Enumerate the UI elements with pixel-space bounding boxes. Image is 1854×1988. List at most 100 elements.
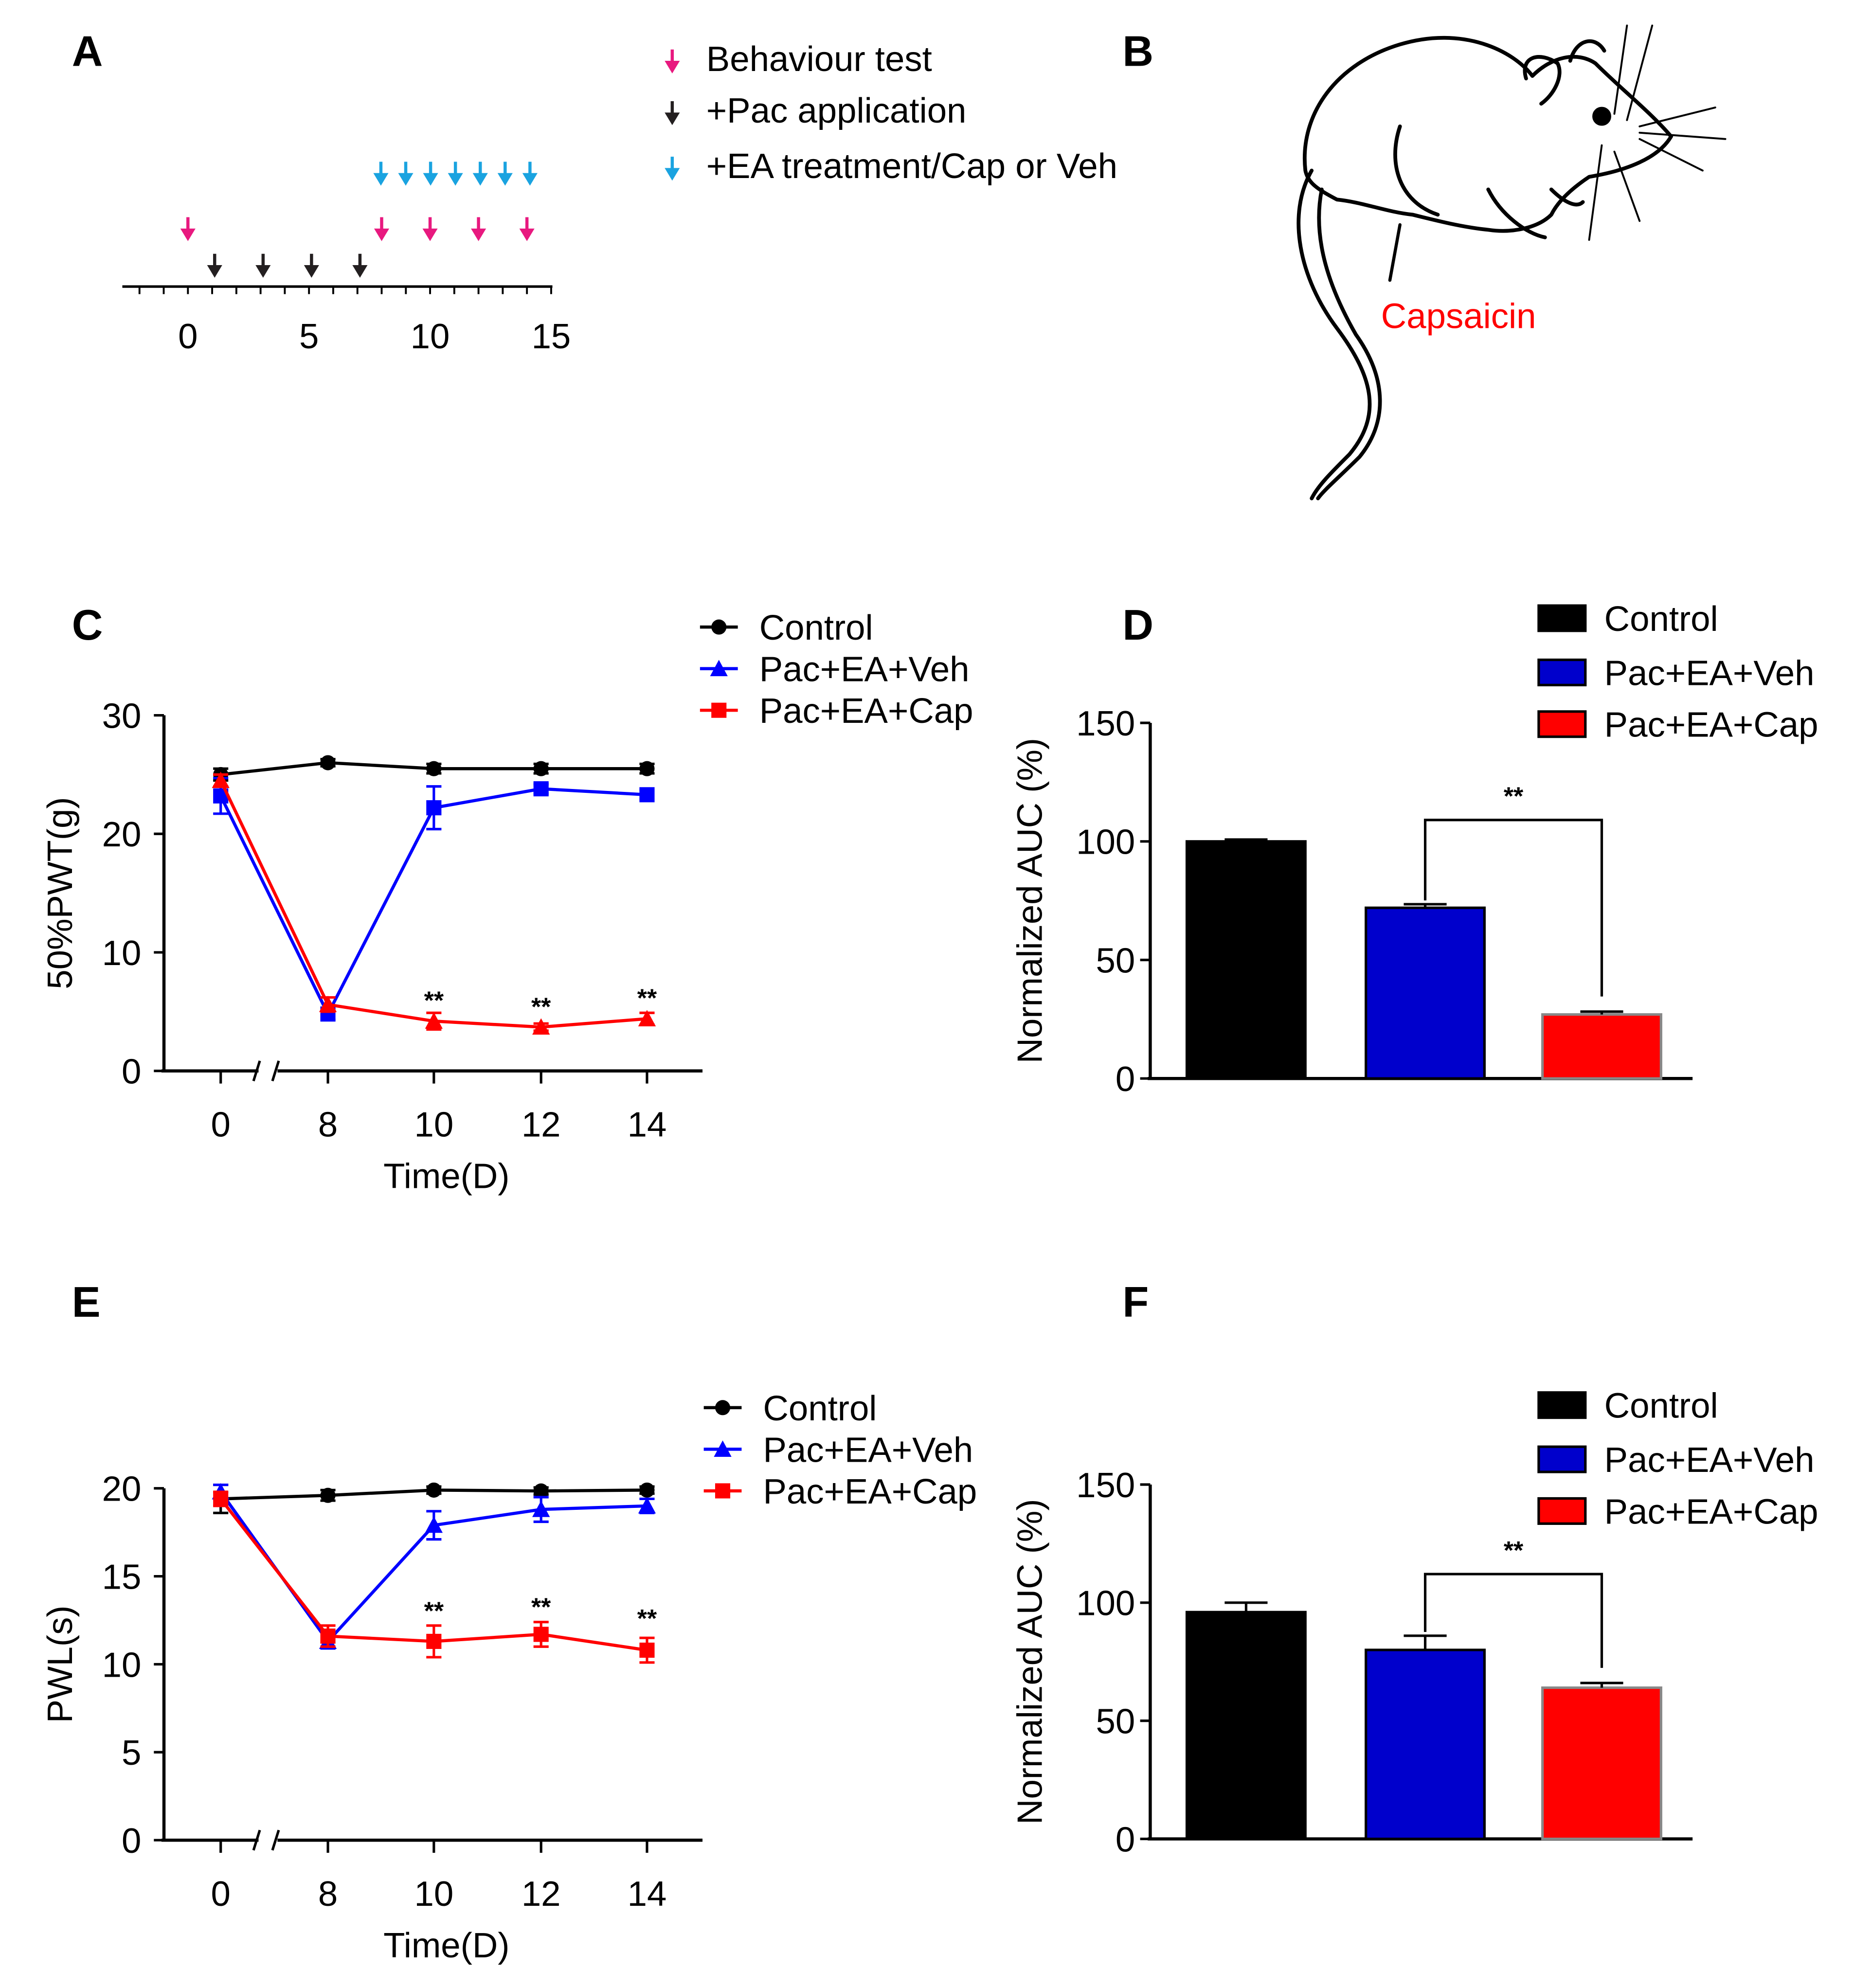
- error-bar: [1580, 1010, 1623, 1015]
- mouse-eye: [1592, 107, 1611, 126]
- arrow-head: [422, 228, 438, 241]
- arrow-head: [665, 61, 680, 73]
- y-tick-label: 150: [1076, 704, 1135, 743]
- arrow-head: [398, 173, 414, 186]
- legend-label: Pac+EA+Veh: [1604, 653, 1815, 693]
- arrow-head: [374, 228, 390, 241]
- axis-break: [271, 1060, 280, 1082]
- error-bar: [1224, 1601, 1268, 1612]
- bar-pac-ea-cap: [1541, 1013, 1662, 1080]
- capsaicin-label: Capsaicin: [1381, 297, 1536, 336]
- bar-pac-ea-cap: [1541, 1686, 1662, 1841]
- y-tick-label: 30: [102, 696, 142, 735]
- legend-label: Pac+EA+Cap: [1604, 1492, 1818, 1531]
- series-pac-ea-cap: [212, 771, 656, 1035]
- legend-marker-triangle-icon: [714, 1440, 732, 1457]
- series-control: [213, 1482, 655, 1514]
- legend-label: Pac+EA+Veh: [763, 1430, 973, 1469]
- data-point: [212, 771, 230, 788]
- legend-marker-triangle-icon: [710, 660, 728, 677]
- data-point: [639, 761, 655, 776]
- legend-label: Pac+EA+Cap: [1604, 705, 1818, 745]
- legend-arrow-icon: [665, 157, 680, 181]
- legend-marker-square-icon: [715, 1483, 731, 1499]
- y-tick-label: 10: [102, 933, 142, 973]
- data-point: [639, 1482, 655, 1498]
- significance-marker: **: [424, 1596, 444, 1625]
- injection-pointer: [1388, 223, 1402, 282]
- legend-swatch: [1537, 1497, 1587, 1525]
- arrow-head: [665, 168, 680, 181]
- bar-pac-ea-veh: [1365, 906, 1486, 1080]
- data-point: [320, 1629, 336, 1644]
- y-axis-title: Normalized AUC (%): [1010, 738, 1049, 1063]
- ea-treatment-arrow-icon: [522, 161, 538, 186]
- x-tick-label: 8: [318, 1874, 338, 1914]
- significance-bracket: [1423, 819, 1603, 997]
- legend-arrow-icon: [665, 49, 680, 73]
- error-bar: [1580, 1682, 1623, 1688]
- error-bar: [1404, 1634, 1447, 1650]
- behaviour-test-arrow-icon: [519, 217, 535, 241]
- timeline-tick-label: 15: [532, 317, 571, 356]
- arrow-head: [519, 228, 535, 241]
- x-tick-label: 14: [628, 1874, 667, 1914]
- significance-bracket: [1423, 1573, 1603, 1668]
- arrow-head: [304, 265, 319, 278]
- significance-marker: **: [1504, 1536, 1524, 1564]
- significance-marker: **: [1504, 782, 1524, 810]
- significance-marker: **: [531, 1593, 551, 1621]
- data-point: [320, 1487, 336, 1503]
- y-tick-label: 50: [1096, 1702, 1135, 1741]
- y-tick-label: 50: [1096, 941, 1135, 980]
- behaviour-test-arrow-icon: [180, 217, 196, 241]
- legend-label: Pac+EA+Veh: [1604, 1440, 1815, 1480]
- mouse-leg: [1393, 124, 1585, 239]
- data-point: [532, 1501, 550, 1517]
- pac-application-arrow-icon: [207, 253, 222, 278]
- timeline-legend-label: +EA treatment/Cap or Veh: [706, 146, 1117, 186]
- legend-label: Pac+EA+Cap: [763, 1472, 977, 1511]
- y-tick-label: 0: [1116, 1059, 1135, 1099]
- y-tick-label: 0: [1116, 1820, 1135, 1859]
- data-point: [533, 781, 549, 797]
- y-tick-label: 0: [122, 1821, 141, 1861]
- x-tick-label: 10: [414, 1105, 453, 1144]
- legend-label: Control: [759, 608, 873, 647]
- y-axis-title: 50%PWT(g): [40, 797, 80, 989]
- panel-label-e: E: [72, 1278, 101, 1326]
- data-point: [213, 1491, 229, 1507]
- arrow-head: [352, 265, 368, 278]
- pac-application-arrow-icon: [352, 253, 368, 278]
- data-point: [533, 1627, 549, 1642]
- pac-application-arrow-icon: [255, 253, 271, 278]
- axis-break: [271, 1829, 280, 1851]
- y-tick-label: 5: [122, 1733, 141, 1773]
- data-point: [426, 800, 442, 816]
- panel-label-a: A: [72, 27, 103, 75]
- panel-label-f: F: [1122, 1278, 1149, 1326]
- legend-marker-square-icon: [711, 702, 727, 718]
- x-tick-label: 0: [211, 1874, 231, 1914]
- x-tick-label: 0: [211, 1105, 231, 1144]
- mouse-illustration: [1296, 24, 1727, 501]
- legend-label: Control: [763, 1389, 877, 1428]
- x-tick-label: 12: [522, 1105, 561, 1144]
- chart-d-auc: 0 50 100 150 Normalized AUC (%) Control Pac+EA…: [1010, 599, 1818, 1099]
- legend-marker-circle-icon: [711, 619, 727, 635]
- series-control: [213, 755, 655, 782]
- chart-f-auc: 0 50 100 150 Normalized AUC (%) Control Pac+EA…: [1010, 1386, 1818, 1860]
- significance-marker: **: [637, 1604, 657, 1632]
- arrow-head: [373, 173, 389, 186]
- mouse-body-outline: [1303, 36, 1673, 233]
- data-point: [638, 1497, 656, 1514]
- ea-treatment-arrow-icon: [398, 161, 414, 186]
- legend-label: Control: [1604, 599, 1718, 639]
- data-point: [532, 1018, 550, 1035]
- x-tick-label: 8: [318, 1105, 338, 1144]
- x-tick-label: 12: [522, 1874, 561, 1914]
- arrow-head: [472, 173, 488, 186]
- behaviour-test-arrow-icon: [374, 217, 390, 241]
